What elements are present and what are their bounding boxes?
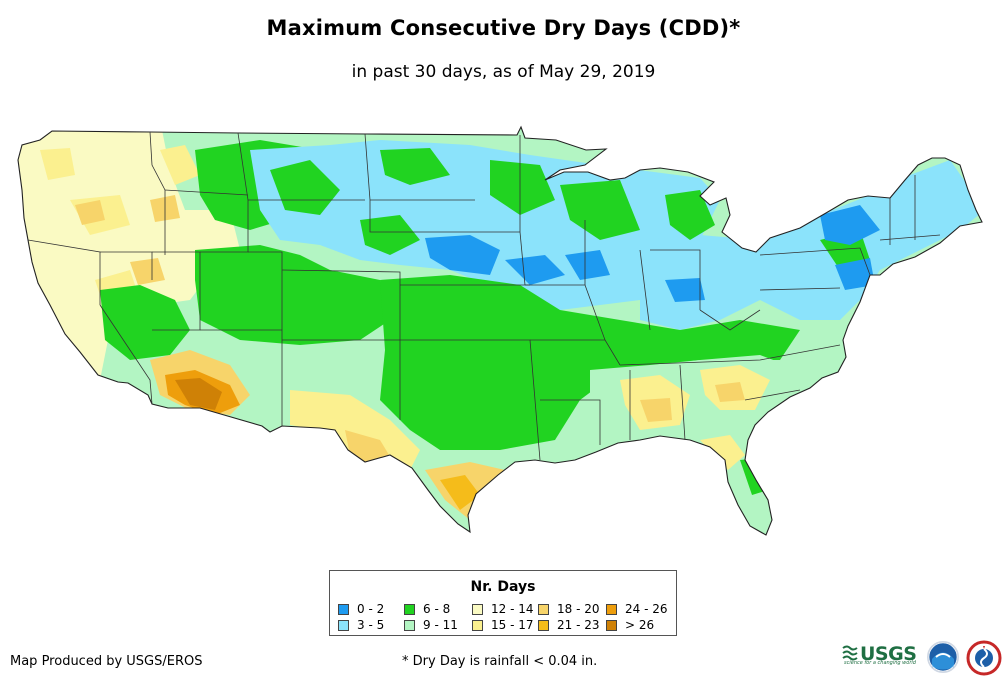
legend-label: 0 - 2 xyxy=(357,602,385,616)
state-borders xyxy=(27,131,941,461)
map-subtitle: in past 30 days, as of May 29, 2019 xyxy=(351,62,656,82)
nws-logo-icon xyxy=(966,640,1002,676)
legend-swatch xyxy=(404,619,415,631)
legend-item: 6 - 8 xyxy=(404,602,450,616)
legend-item: 12 - 14 xyxy=(472,602,534,616)
legend-swatch xyxy=(472,619,483,631)
legend-label: 18 - 20 xyxy=(557,602,600,616)
legend-item: > 26 xyxy=(606,618,654,632)
legend-swatch xyxy=(404,603,415,615)
legend-swatch xyxy=(606,603,617,615)
legend-swatch xyxy=(338,619,349,631)
legend-item: 3 - 5 xyxy=(338,618,384,632)
legend-label: 3 - 5 xyxy=(357,618,385,632)
us-dry-days-map xyxy=(17,126,983,536)
legend-label: 15 - 17 xyxy=(491,618,534,632)
footnote-text: * Dry Day is rainfall < 0.04 in. xyxy=(402,654,598,669)
legend-label: 24 - 26 xyxy=(625,602,668,616)
legend-swatch xyxy=(538,603,549,615)
legend-item: 18 - 20 xyxy=(538,602,600,616)
legend-label: 9 - 11 xyxy=(423,618,458,632)
legend-swatch xyxy=(606,619,617,631)
legend-label: > 26 xyxy=(625,618,655,632)
usgs-wave-icon xyxy=(842,645,858,661)
agency-logos: USGS science for a changing world xyxy=(842,638,1007,678)
usgs-wordmark: USGS xyxy=(860,643,917,665)
legend-swatch xyxy=(472,603,483,615)
legend-item: 15 - 17 xyxy=(472,618,534,632)
legend-item: 24 - 26 xyxy=(606,602,668,616)
credit-text: Map Produced by USGS/EROS xyxy=(10,654,203,669)
legend: Nr. Days 0 - 2 3 - 5 6 - 8 9 - 11 12 - 1… xyxy=(329,570,677,636)
legend-swatch xyxy=(538,619,549,631)
legend-title: Nr. Days xyxy=(470,579,536,595)
legend-item: 21 - 23 xyxy=(538,618,600,632)
legend-item: 9 - 11 xyxy=(404,618,458,632)
legend-label: 21 - 23 xyxy=(557,618,600,632)
usgs-tagline: science for a changing world xyxy=(844,660,916,666)
noaa-logo-icon xyxy=(927,641,959,673)
legend-label: 6 - 8 xyxy=(423,602,451,616)
usgs-logo: USGS xyxy=(842,643,917,665)
map-title: Maximum Consecutive Dry Days (CDD)* xyxy=(266,16,741,40)
legend-item: 0 - 2 xyxy=(338,602,384,616)
legend-swatch xyxy=(338,603,349,615)
legend-label: 12 - 14 xyxy=(491,602,534,616)
